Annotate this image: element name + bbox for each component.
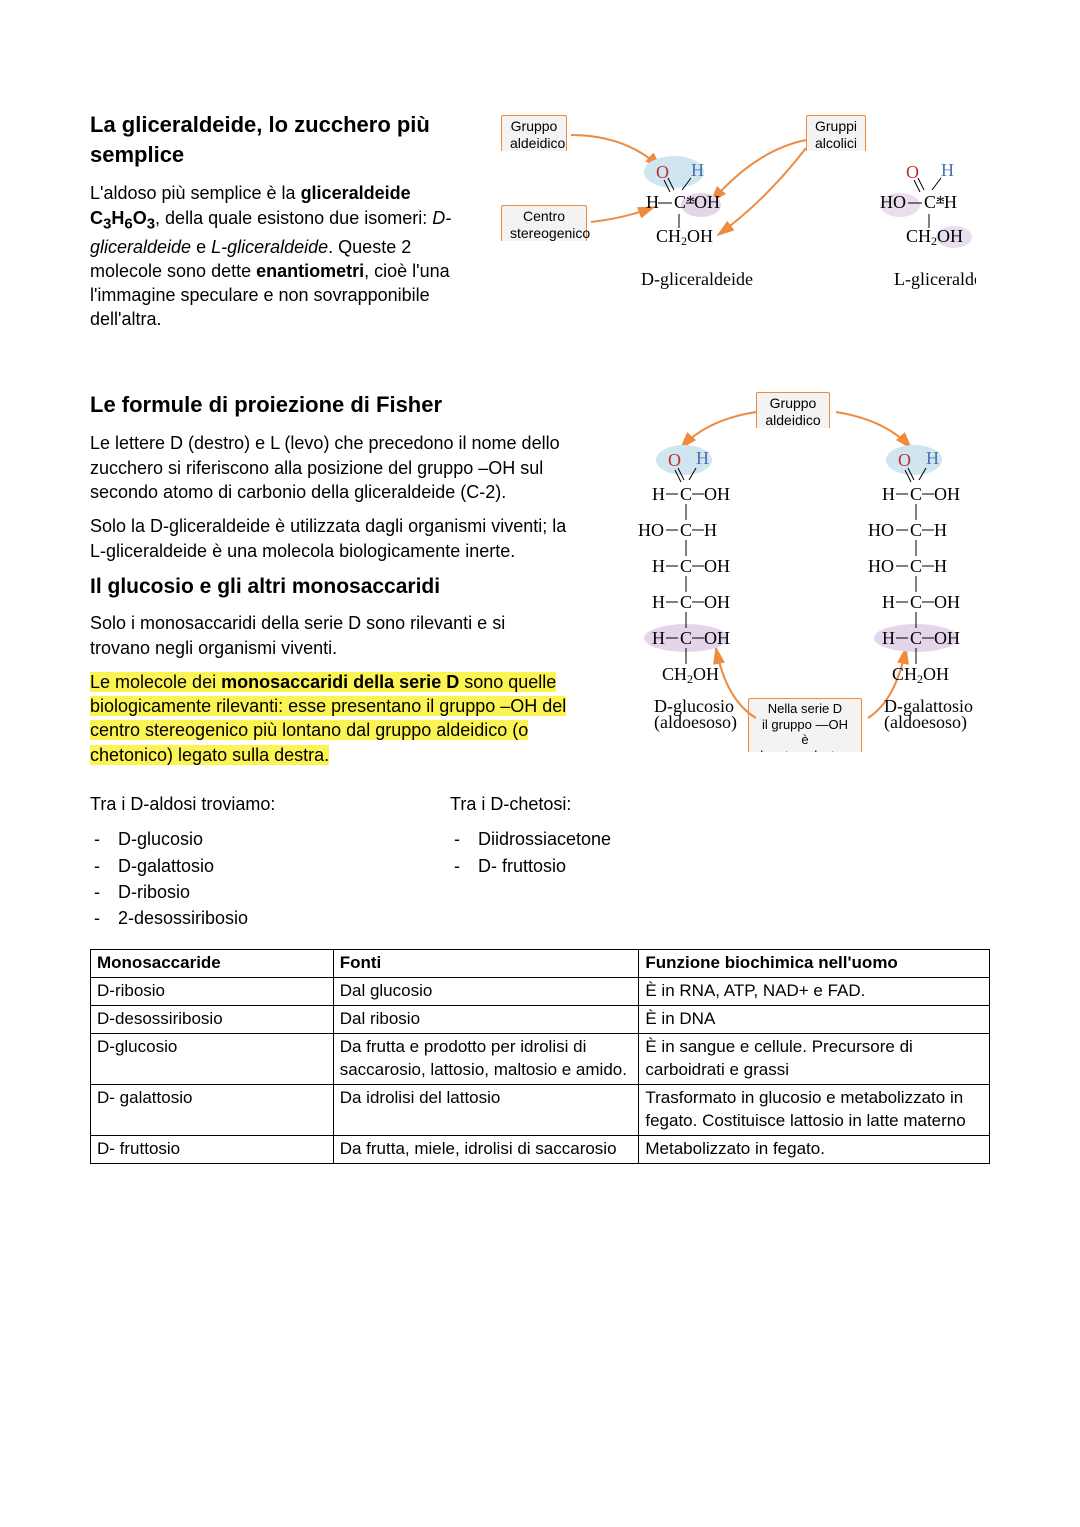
section3-highlight: Le molecole dei monosaccaridi della seri… [90,670,570,767]
section1-figure: Gruppo aldeidico Gruppi alcolici Centro … [496,110,990,342]
svg-text:O: O [906,162,919,182]
d-chetosi-col: Tra i D-chetosi: Diidrossiacetone D- fru… [450,792,740,931]
svg-text:(aldoesoso): (aldoesoso) [884,712,967,733]
gliceraldeide-diagram: Gruppo aldeidico Gruppi alcolici Centro … [496,110,976,310]
svg-text:C: C [910,592,922,612]
section2-p1: Le lettere D (destro) e L (levo) che pre… [90,431,570,504]
svg-text:C: C [910,484,922,504]
svg-text:C: C [680,556,692,576]
section-fisher-row: Le formule di proiezione di Fisher Le le… [90,390,990,786]
svg-text:H: H [944,192,957,212]
section2-title: Le formule di proiezione di Fisher [90,390,570,420]
th-funzione: Funzione biochimica nell'uomo [639,950,990,978]
list-item: D-glucosio [118,826,380,852]
svg-text:C: C [680,592,692,612]
svg-text:CH2OH: CH2OH [656,226,713,248]
svg-text:HO: HO [638,520,664,540]
svg-text:H: H [652,592,665,612]
th-fonti: Fonti [333,950,639,978]
list-item: D-galattosio [118,853,380,879]
label-gruppo-aldeidico-2: Gruppo aldeidico [756,392,830,428]
svg-text:OH: OH [934,484,960,504]
svg-text:O: O [668,450,681,470]
label-gruppo-aldeidico: Gruppo aldeidico [501,115,567,151]
svg-text:C: C [680,628,692,648]
svg-text:OH: OH [704,592,730,612]
list-item: 2-desossiribosio [118,905,380,931]
monosaccaridi-table: Monosaccaride Fonti Funzione biochimica … [90,949,990,1164]
svg-text:C: C [910,520,922,540]
aldosi-list: D-glucosio D-galattosio D-ribosio 2-deso… [90,826,380,931]
svg-text:HO: HO [880,192,906,212]
d-glucosio-structure: O H CHOH CHOH CHOH CHOH CHOH CH2 [638,445,737,733]
table-row: D-glucosio Da frutta e prodotto per idro… [91,1034,990,1085]
svg-text:H: H [926,448,939,468]
table-body: D-ribosio Dal glucosio È in RNA, ATP, NA… [91,978,990,1164]
aldosi-chetosi-lists: Tra i D-aldosi troviamo: D-glucosio D-ga… [90,792,990,931]
table-header-row: Monosaccaride Fonti Funzione biochimica … [91,950,990,978]
section-gliceraldeide: La gliceraldeide, lo zucchero più sempli… [90,110,990,342]
label-serie-d: Nella serie D il gruppo —OH è legato a d… [748,698,862,752]
label-gruppi-alcolici: Gruppi alcolici [806,115,866,151]
svg-text:C: C [680,520,692,540]
svg-text:OH: OH [694,192,720,212]
svg-text:H: H [934,520,947,540]
svg-text:CH2OH: CH2OH [662,664,719,686]
svg-text:OH: OH [704,484,730,504]
aldosi-title: Tra i D-aldosi troviamo: [90,792,380,816]
section2-text-col: Le formule di proiezione di Fisher Le le… [90,390,570,786]
svg-text:H: H [882,628,895,648]
svg-text:L-gliceraldeide: L-gliceraldeide [894,269,976,289]
svg-text:O: O [898,450,911,470]
label-centro-stereo: Centro stereogenico [501,205,587,241]
fisher-projection-diagram: Gruppo aldeidico Nella serie D il gruppo… [596,390,996,780]
d-galattosio-structure: O H CHOH CHOH CHOH CHOH CHOH CH2OH [868,445,973,733]
svg-text:OH: OH [934,628,960,648]
svg-text:H: H [934,556,947,576]
list-item: D-ribosio [118,879,380,905]
svg-text:H: H [882,484,895,504]
svg-text:O: O [656,162,669,182]
svg-text:C: C [910,628,922,648]
svg-text:C*: C* [674,192,695,212]
table-row: D-ribosio Dal glucosio È in RNA, ATP, NA… [91,978,990,1006]
svg-text:OH: OH [934,592,960,612]
svg-text:H: H [652,484,665,504]
list-item: D- fruttosio [478,853,740,879]
svg-text:H: H [691,160,704,180]
svg-text:H: H [696,448,709,468]
section2-p2: Solo la D-gliceraldeide è utilizzata dag… [90,514,570,563]
svg-text:H: H [646,192,659,212]
svg-text:CH2OH: CH2OH [906,226,963,248]
svg-text:H: H [941,160,954,180]
chetosi-list: Diidrossiacetone D- fruttosio [450,826,740,879]
chetosi-title: Tra i D-chetosi: [450,792,740,816]
svg-text:H: H [704,520,717,540]
svg-text:OH: OH [704,556,730,576]
svg-text:H: H [652,628,665,648]
table-row: D- galattosio Da idrolisi del lattosio T… [91,1085,990,1136]
section3-title: Il glucosio e gli altri monosaccaridi [90,573,570,601]
svg-text:C: C [680,484,692,504]
th-monosaccaride: Monosaccaride [91,950,334,978]
section1-paragraph: L'aldoso più semplice è la gliceraldeide… [90,181,470,331]
table-row: D-desossiribosio Dal ribosio È in DNA [91,1006,990,1034]
svg-text:HO: HO [868,520,894,540]
section3-p1: Solo i monosaccaridi della serie D sono … [90,611,570,660]
svg-text:D-gliceraldeide: D-gliceraldeide [641,269,753,289]
svg-text:HO: HO [868,556,894,576]
section2-figure: Gruppo aldeidico Nella serie D il gruppo… [596,390,996,786]
list-item: Diidrossiacetone [478,826,740,852]
svg-text:OH: OH [704,628,730,648]
svg-text:(aldoesoso): (aldoesoso) [654,712,737,733]
svg-text:C*: C* [924,192,945,212]
svg-text:C: C [910,556,922,576]
d-aldosi-col: Tra i D-aldosi troviamo: D-glucosio D-ga… [90,792,380,931]
table-row: D- fruttosio Da frutta, miele, idrolisi … [91,1136,990,1164]
section1-title: La gliceraldeide, lo zucchero più sempli… [90,110,470,169]
svg-text:H: H [882,592,895,612]
svg-text:CH2OH: CH2OH [892,664,949,686]
svg-text:H: H [652,556,665,576]
section1-text: La gliceraldeide, lo zucchero più sempli… [90,110,470,342]
